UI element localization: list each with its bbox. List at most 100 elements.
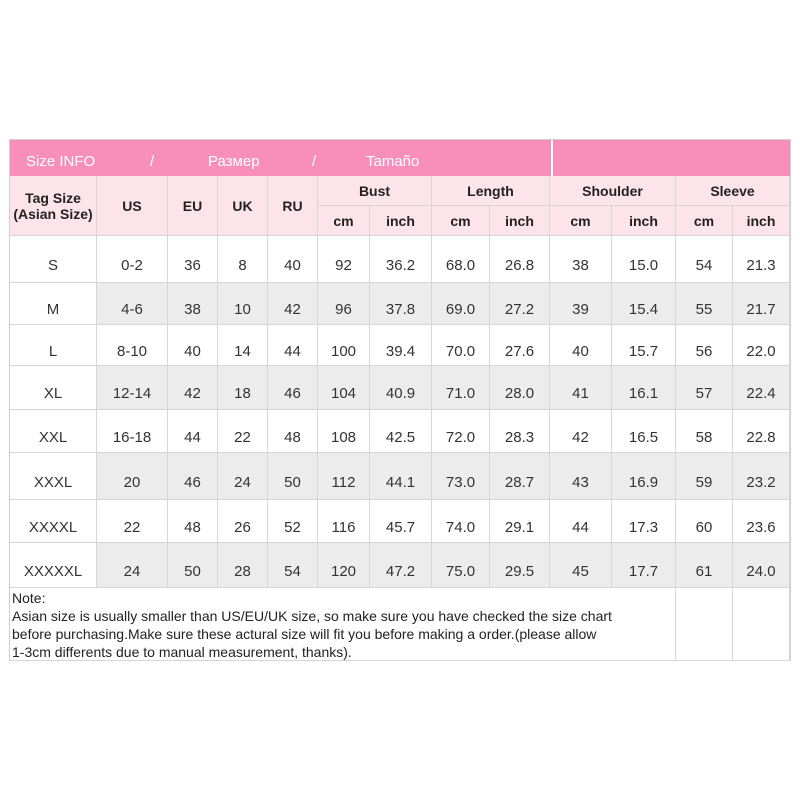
banner-right: [553, 140, 790, 176]
table-cell: 42.5: [370, 410, 432, 453]
table-cell: 16-18: [97, 410, 168, 453]
table-cell: 54: [676, 236, 733, 283]
table-cell: 0-2: [97, 236, 168, 283]
table-cell: XXXL: [10, 453, 97, 500]
table-cell: 47.2: [370, 543, 432, 588]
table-cell: 15.4: [612, 283, 676, 325]
table-cell: 8-10: [97, 325, 168, 366]
table-cell: 44: [168, 410, 218, 453]
table-cell: M: [10, 283, 97, 325]
table-cell: 57: [676, 366, 733, 410]
table-cell: 70.0: [432, 325, 490, 366]
table-cell: 52: [268, 500, 318, 543]
table-cell: XXL: [10, 410, 97, 453]
unit-header: inch: [733, 206, 790, 236]
banner-text: /: [312, 153, 317, 170]
table-cell: 29.5: [490, 543, 550, 588]
table-cell: 28: [218, 543, 268, 588]
unit-header: cm: [676, 206, 733, 236]
table-cell: 50: [168, 543, 218, 588]
column-header: UK: [218, 176, 268, 236]
group-header: Bust: [318, 176, 432, 206]
table-cell: 73.0: [432, 453, 490, 500]
table-cell: 48: [168, 500, 218, 543]
table-cell: 26: [218, 500, 268, 543]
unit-header: inch: [490, 206, 550, 236]
table-cell: 58: [676, 410, 733, 453]
banner-text: Tamaño: [366, 153, 420, 170]
table-cell: 56: [676, 325, 733, 366]
tag-size-header: Tag Size (Asian Size): [10, 176, 97, 236]
table-cell: 10: [218, 283, 268, 325]
table-cell: 12-14: [97, 366, 168, 410]
table-cell: 55: [676, 283, 733, 325]
note-text: Asian size is usually smaller than US/EU…: [12, 608, 612, 624]
table-cell: 42: [168, 366, 218, 410]
table-cell: 24: [97, 543, 168, 588]
table-cell: XXXXXL: [10, 543, 97, 588]
table-cell: 22: [97, 500, 168, 543]
table-cell: 108: [318, 410, 370, 453]
note-text: Note:: [12, 590, 46, 606]
table-cell: 24.0: [733, 543, 790, 588]
table-cell: 46: [268, 366, 318, 410]
unit-header: cm: [318, 206, 370, 236]
table-cell: L: [10, 325, 97, 366]
unit-header: cm: [550, 206, 612, 236]
banner-text: Size INFO: [26, 153, 96, 170]
table-cell: 28.3: [490, 410, 550, 453]
table-cell: 15.7: [612, 325, 676, 366]
table-cell: 4-6: [97, 283, 168, 325]
table-cell: 27.2: [490, 283, 550, 325]
table-cell: 45.7: [370, 500, 432, 543]
banner: [10, 140, 551, 176]
table-cell: 60: [676, 500, 733, 543]
table-cell: 69.0: [432, 283, 490, 325]
header-text: (Asian Size): [13, 205, 93, 222]
column-header: RU: [268, 176, 318, 236]
table-cell: 21.7: [733, 283, 790, 325]
table-cell: 68.0: [432, 236, 490, 283]
group-header: Length: [432, 176, 550, 206]
table-cell: 16.5: [612, 410, 676, 453]
table-cell: 61: [676, 543, 733, 588]
table-cell: 26.8: [490, 236, 550, 283]
table-cell: 8: [218, 236, 268, 283]
note-text: 1-3cm differents due to manual measureme…: [12, 644, 352, 660]
table-cell: 45: [550, 543, 612, 588]
table-cell: 36.2: [370, 236, 432, 283]
table-cell: 100: [318, 325, 370, 366]
table-cell: S: [10, 236, 97, 283]
table-cell: 37.8: [370, 283, 432, 325]
group-header: Sleeve: [676, 176, 790, 206]
table-cell: 43: [550, 453, 612, 500]
table-cell: 28.0: [490, 366, 550, 410]
table-cell: 54: [268, 543, 318, 588]
table-cell: 22: [218, 410, 268, 453]
column-header: EU: [168, 176, 218, 236]
table-cell: 39: [550, 283, 612, 325]
table-cell: XXXXL: [10, 500, 97, 543]
table-cell: 38: [168, 283, 218, 325]
table-cell: 29.1: [490, 500, 550, 543]
table-cell: XL: [10, 366, 97, 410]
table-cell: 16.9: [612, 453, 676, 500]
note-cell: [733, 588, 790, 661]
table-cell: 44: [268, 325, 318, 366]
column-header: US: [97, 176, 168, 236]
table-cell: 120: [318, 543, 370, 588]
table-cell: 104: [318, 366, 370, 410]
table-cell: 92: [318, 236, 370, 283]
table-cell: 74.0: [432, 500, 490, 543]
table-cell: 21.3: [733, 236, 790, 283]
unit-header: inch: [370, 206, 432, 236]
table-cell: 116: [318, 500, 370, 543]
table-cell: 22.8: [733, 410, 790, 453]
note-text: before purchasing.Make sure these actura…: [12, 626, 597, 642]
table-cell: 36: [168, 236, 218, 283]
table-cell: 23.6: [733, 500, 790, 543]
header-text: Tag Size: [25, 189, 81, 206]
table-cell: 41: [550, 366, 612, 410]
table-cell: 15.0: [612, 236, 676, 283]
